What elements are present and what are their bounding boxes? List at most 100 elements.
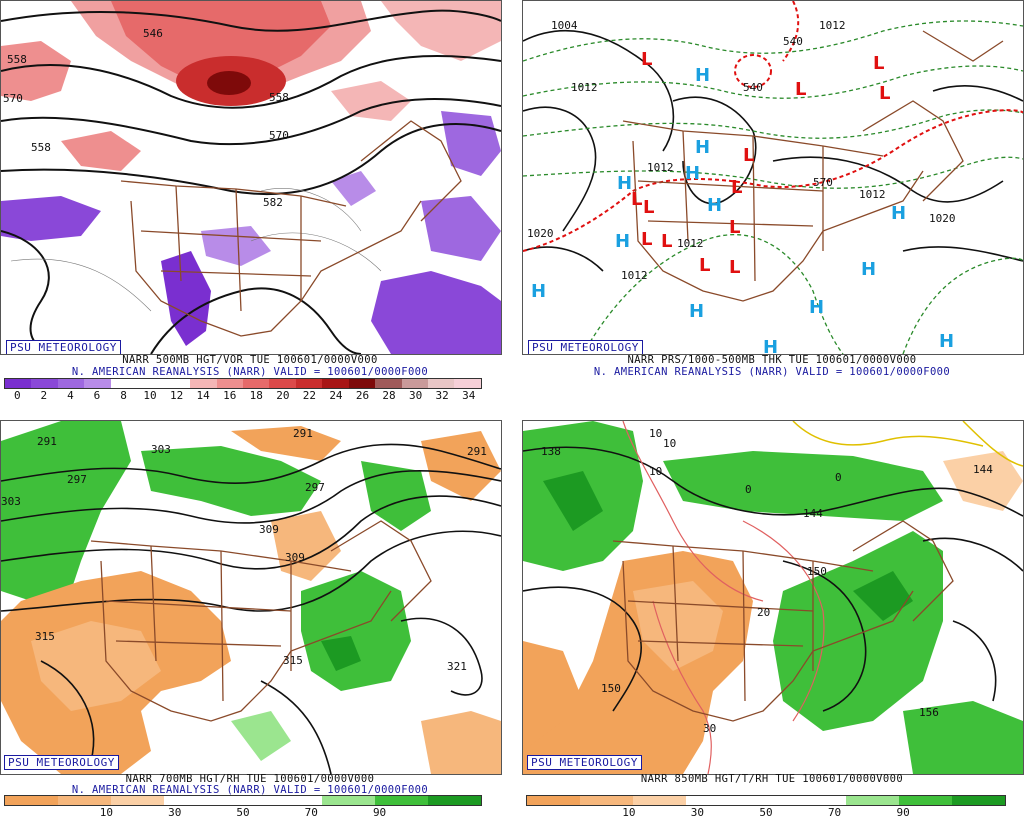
colorbar-swatch	[401, 379, 428, 388]
high-pressure-marker: H	[695, 65, 710, 86]
contour-label: 291	[293, 427, 313, 440]
contour-label: 570	[813, 176, 833, 189]
colorbar-tick-label: 90	[896, 806, 910, 819]
colorbar	[4, 378, 482, 389]
contour-label: 291	[467, 445, 487, 458]
contour-label: 10	[649, 465, 662, 478]
high-pressure-marker: H	[763, 337, 778, 354]
caption-line-1: NARR 500MB HGT/VOR TUE 100601/0000V000	[122, 354, 378, 366]
contour-label: 315	[35, 630, 55, 643]
high-pressure-marker: H	[615, 231, 630, 252]
contour-labels: 558 546 558 570 582 570 558	[3, 27, 289, 209]
caption-line-1: NARR PRS/1000-500MB THK TUE 100601/0000V…	[627, 354, 917, 366]
high-pressure-marker: H	[939, 331, 954, 352]
contour-label: 540	[743, 81, 763, 94]
humidity-map: 291 303 297 291 297 309 303 309 315 315 …	[1, 421, 501, 774]
colorbar-tick-label: 2	[40, 389, 48, 402]
contour-label: 1020	[929, 212, 956, 225]
colorbar	[4, 795, 482, 806]
colorbar-swatch	[375, 379, 402, 388]
colorbar-tick-label: 16	[223, 389, 237, 402]
contour-label: 570	[269, 129, 289, 142]
low-pressure-marker: L	[641, 229, 652, 250]
colorbar-tick-label: 20	[276, 389, 290, 402]
low-pressure-marker: L	[879, 83, 890, 104]
contour-label: 138	[541, 445, 561, 458]
colorbar-tick-label: 50	[236, 806, 250, 819]
contour-label: 558	[7, 53, 27, 66]
colorbar-swatch	[269, 379, 296, 388]
psu-meteorology-badge: PSU METEOROLOGY	[528, 340, 643, 354]
low-pressure-marker: L	[729, 217, 740, 238]
psu-meteorology-badge: PSU METEOROLOGY	[6, 340, 121, 354]
low-pressure-marker: L	[699, 255, 710, 276]
low-pressure-marker: L	[729, 257, 740, 278]
contour-label: 1012	[621, 269, 648, 282]
contour-label: 1012	[677, 237, 704, 250]
colorbar-swatch	[31, 379, 58, 388]
map-frame: 291 303 297 291 297 309 303 309 315 315 …	[0, 420, 502, 775]
contour-label: 150	[601, 682, 621, 695]
contour-label: 1012	[571, 81, 598, 94]
panel-850mb-hgt-t-rh: 138 144 150 150 156 10 10 10 0 0 20 30 1…	[522, 420, 1024, 819]
colorbar-swatch	[739, 796, 793, 805]
contour-label: 156	[919, 706, 939, 719]
contour-label: 297	[305, 481, 325, 494]
colorbar-swatch	[216, 796, 270, 805]
colorbar-swatch	[428, 379, 455, 388]
colorbar-tick-label: 24	[329, 389, 343, 402]
contour-label: 1012	[859, 188, 886, 201]
high-pressure-marker: H	[861, 259, 876, 280]
contour-label: 558	[31, 141, 51, 154]
temperature-humidity-map: 138 144 150 150 156 10 10 10 0 0 20 30 1…	[523, 421, 1023, 774]
colorbar-tick-label: 70	[304, 806, 318, 819]
colorbar-swatch	[242, 379, 270, 388]
colorbar-swatch	[348, 379, 376, 388]
contour-label: 546	[143, 27, 163, 40]
colorbar-swatch	[5, 379, 32, 388]
high-pressure-marker: H	[891, 203, 906, 224]
map-frame: 138 144 150 150 156 10 10 10 0 0 20 30 1…	[522, 420, 1024, 775]
low-pressure-marker: L	[661, 231, 672, 252]
high-pressure-marker: H	[531, 281, 546, 302]
colorbar-tick-label: 30	[408, 389, 423, 402]
high-pressure-marker: H	[809, 297, 824, 318]
colorbar-tick-label: 0	[13, 389, 21, 402]
contour-label: 303	[151, 443, 171, 456]
contour-labels: 291 303 297 291 297 309 303 309 315 315 …	[1, 427, 487, 673]
low-pressure-marker: L	[641, 49, 652, 70]
colorbar-ticks: 10 30 50 70 90	[4, 806, 480, 820]
caption-line-1: NARR 850MB HGT/T/RH TUE 100601/0000V000	[640, 773, 904, 785]
colorbar-swatch	[845, 796, 899, 805]
colorbar-tick-label: 10	[622, 806, 636, 819]
caption-line-2: N. AMERICAN REANALYSIS (NARR) VALID = 10…	[71, 366, 429, 378]
colorbar-swatch	[5, 796, 58, 805]
contour-label: 30	[703, 722, 716, 735]
colorbar-swatch	[375, 796, 429, 805]
colorbar-swatch	[428, 796, 482, 805]
colorbar-swatch	[57, 796, 111, 805]
low-pressure-marker: L	[731, 177, 742, 198]
colorbar-tick-label: 28	[382, 389, 396, 402]
colorbar	[526, 795, 1006, 806]
contour-label: 144	[803, 507, 823, 520]
colorbar-swatch	[110, 379, 138, 388]
colorbar-tick-label: 90	[372, 806, 387, 819]
contour-label: 309	[285, 551, 305, 564]
contour-label: 321	[447, 660, 467, 673]
colorbar-swatch	[137, 379, 164, 388]
colorbar-ticks: 10 30 50 70 90	[526, 806, 1004, 820]
panel-700mb-hgt-rh: 291 303 297 291 297 309 303 309 315 315 …	[0, 420, 502, 819]
colorbar-tick-label: 50	[759, 806, 773, 819]
low-pressure-marker: L	[631, 189, 642, 210]
colorbar-tick-label: 10	[99, 806, 114, 819]
contour-label: 20	[757, 606, 770, 619]
high-pressure-marker: H	[617, 173, 632, 194]
low-pressure-marker: L	[643, 197, 654, 218]
caption-line-2: N. AMERICAN REANALYSIS (NARR) VALID = 10…	[593, 366, 951, 378]
colorbar-swatch	[163, 796, 217, 805]
colorbar-swatch	[322, 796, 376, 805]
